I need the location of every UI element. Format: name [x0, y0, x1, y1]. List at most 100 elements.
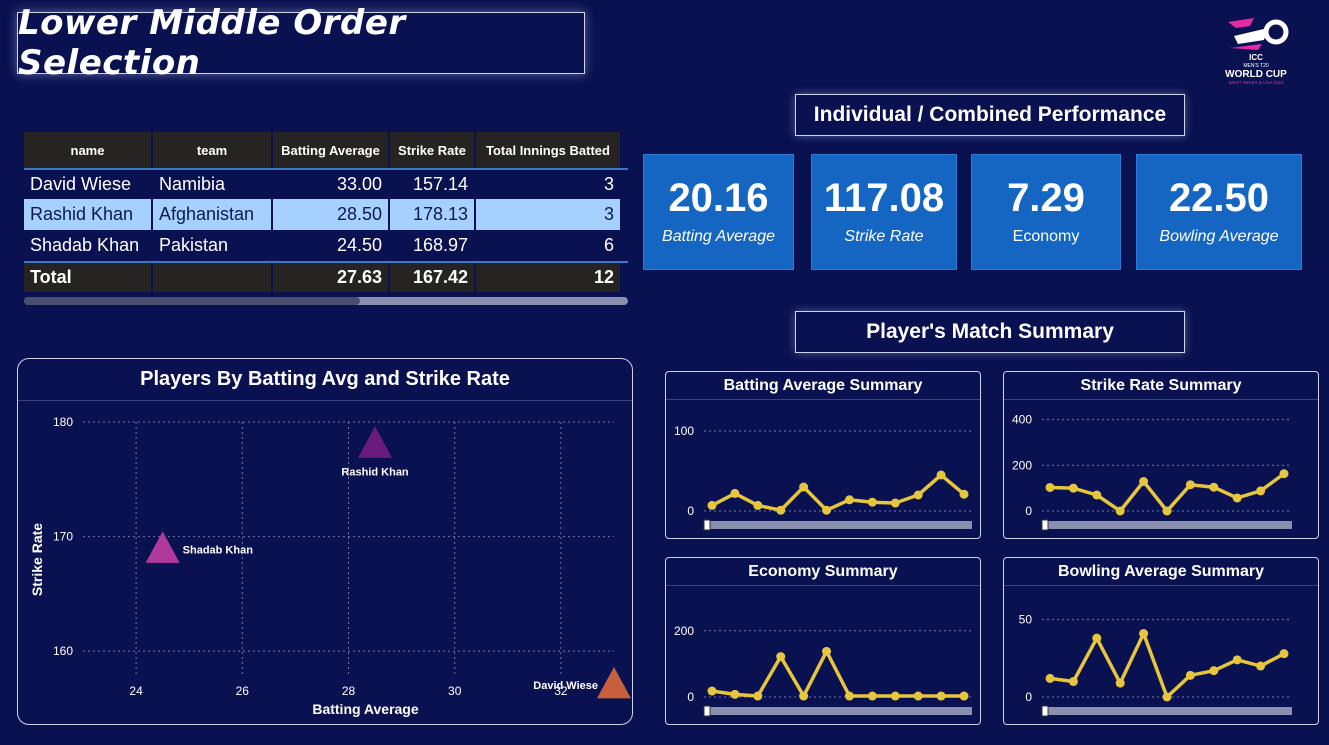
data-point [753, 500, 763, 510]
data-point [1209, 666, 1219, 676]
data-point [959, 489, 969, 499]
data-point [1092, 633, 1102, 643]
data-point [1209, 482, 1219, 492]
kpi-strike-rate: 117.08 Strike Rate [811, 154, 957, 270]
x-tick-label: 24 [129, 684, 143, 698]
y-tick-label: 160 [53, 644, 73, 658]
table-cell: Rashid Khan [24, 199, 153, 230]
data-point [844, 495, 854, 505]
table-row[interactable]: David Wiese Namibia 33.00 157.14 3 [24, 168, 628, 199]
table-cell: 3 [476, 199, 622, 230]
kpi-batting-average: 20.16 Batting Average [643, 154, 794, 270]
data-point [358, 426, 393, 458]
scrollbar-thumb[interactable] [24, 297, 360, 305]
strike-rate-line-chart[interactable]: 0 200 400 [1004, 401, 1300, 539]
bowling-average-line-chart[interactable]: 0 50 [1004, 587, 1300, 725]
table-row[interactable]: Shadab Khan Pakistan 24.50 168.97 6 [24, 230, 628, 261]
column-header[interactable]: name [24, 132, 153, 168]
column-header[interactable]: Strike Rate [390, 132, 476, 168]
chart-scrollbar[interactable] [704, 521, 972, 529]
kpi-value: 22.50 [1168, 176, 1270, 220]
data-point [799, 691, 809, 701]
scatter-chart[interactable]: 24 26 28 30 32 160 170 180 Batting Average Strike… [18, 402, 632, 724]
chart-title: Batting Average Summary [666, 372, 980, 400]
x-tick-label: 30 [448, 684, 462, 698]
data-label: David Wiese [533, 680, 598, 692]
column-header[interactable]: Batting Average [273, 132, 390, 168]
table-cell: 178.13 [390, 199, 476, 230]
data-point [730, 689, 740, 699]
t20-world-cup-logo: ICC MEN'S T20 WORLD CUP WEST INDIES & US… [1225, 18, 1289, 85]
table-cell: Namibia [153, 170, 273, 199]
kpi-label: Batting Average [662, 228, 775, 245]
data-point [1092, 490, 1102, 500]
player-table: name team Batting Average Strike Rate To… [24, 132, 628, 292]
economy-line-chart[interactable]: 0 200 [666, 587, 980, 725]
scrollbar-handle[interactable] [1041, 519, 1049, 531]
table-cell: 12 [476, 263, 622, 292]
data-point [890, 498, 900, 508]
chart-title: Economy Summary [666, 558, 980, 586]
scrollbar-handle[interactable] [1041, 705, 1049, 717]
table-horizontal-scrollbar[interactable] [24, 297, 628, 305]
data-point [1279, 469, 1289, 479]
x-axis-label: Batting Average [312, 701, 419, 717]
column-header[interactable]: team [153, 132, 273, 168]
y-tick-label: 0 [1025, 504, 1032, 518]
chart-scrollbar[interactable] [1042, 521, 1292, 529]
data-point [753, 691, 763, 701]
kpi-value: 20.16 [668, 176, 769, 220]
table-cell: 28.50 [273, 199, 390, 230]
column-header[interactable]: Total Innings Batted [476, 132, 622, 168]
table-row-selected[interactable]: Rashid Khan Afghanistan 28.50 178.13 3 [24, 199, 628, 230]
data-point [936, 691, 946, 701]
table-cell: 24.50 [273, 230, 390, 261]
chart-title: Players By Batting Avg and Strike Rate [18, 359, 632, 401]
table-cell: 27.63 [273, 263, 390, 292]
data-point [1162, 692, 1172, 702]
economy-summary-panel: Economy Summary 0 200 [665, 557, 981, 725]
data-point [1115, 506, 1125, 516]
data-point [730, 488, 740, 498]
data-point [1068, 677, 1078, 687]
data-point [913, 490, 923, 500]
table-cell: 168.97 [390, 230, 476, 261]
scrollbar-handle[interactable] [703, 519, 711, 531]
y-tick-label: 0 [687, 690, 694, 704]
table-cell: 157.14 [390, 170, 476, 199]
chart-scrollbar[interactable] [1042, 707, 1292, 715]
logo-subtitle: WEST INDIES & USA 2024 [1229, 80, 1284, 85]
performance-header: Individual / Combined Performance [795, 94, 1185, 136]
data-label: Rashid Khan [341, 466, 409, 478]
data-point [1256, 661, 1266, 671]
data-point [1232, 493, 1242, 503]
data-point [1045, 673, 1055, 683]
data-point [822, 646, 832, 656]
data-label: Shadab Khan [183, 544, 254, 556]
kpi-label: Economy [1012, 228, 1080, 245]
table-cell: 167.42 [390, 263, 476, 292]
kpi-label: Strike Rate [844, 228, 924, 245]
y-axis-label: Strike Rate [29, 523, 45, 596]
page-title-box: Lower Middle Order Selection [17, 3, 585, 83]
y-tick-label: 200 [674, 624, 694, 638]
logo-icc: ICC [1249, 53, 1263, 62]
kpi-value: 7.29 [1007, 176, 1085, 220]
data-point [597, 666, 631, 699]
chart-scrollbar[interactable] [704, 707, 972, 715]
scrollbar-handle[interactable] [703, 705, 711, 717]
table-total-row: Total 27.63 167.42 12 [24, 261, 628, 292]
table-header-row: name team Batting Average Strike Rate To… [24, 132, 628, 168]
y-tick-label: 0 [1025, 690, 1032, 704]
series-line [711, 649, 964, 698]
y-tick-label: 50 [1019, 613, 1033, 627]
data-point [1115, 678, 1125, 688]
table-cell: Shadab Khan [24, 230, 153, 261]
table-cell: Pakistan [153, 230, 273, 261]
table-cell: Afghanistan [153, 199, 273, 230]
data-point [707, 500, 717, 510]
y-tick-label: 180 [53, 415, 73, 429]
batting-average-line-chart[interactable]: 0 100 [666, 401, 980, 539]
table-cell: 3 [476, 170, 622, 199]
x-tick-label: 32 [554, 684, 568, 698]
